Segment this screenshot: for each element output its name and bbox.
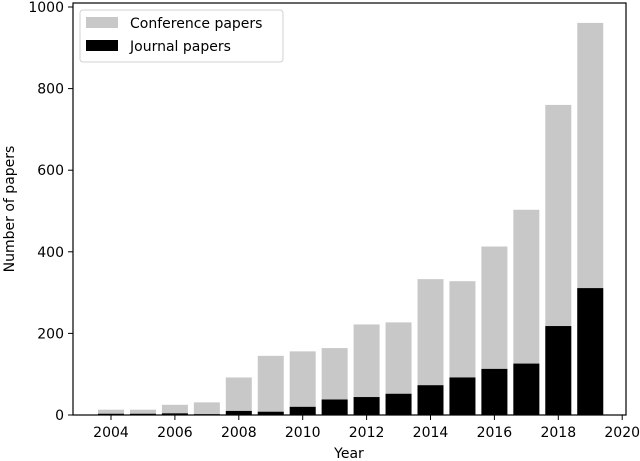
axes-frame (72, 2, 627, 416)
bar-conference-2004 (98, 409, 124, 415)
bar-journal-2011 (321, 399, 348, 415)
x-tick-label: 2012 (349, 425, 385, 441)
legend: Conference papers Journal papers (79, 9, 284, 63)
legend-box (79, 9, 284, 63)
x-tick-label: 2016 (477, 425, 513, 441)
legend-label-journal: Journal papers (129, 39, 231, 55)
x-tick-label: 2008 (221, 425, 257, 441)
legend-swatch-conference (86, 17, 118, 28)
y-tick-label: 0 (55, 408, 64, 424)
x-tick-label: 2018 (540, 425, 576, 441)
bar-journal-2008 (225, 410, 252, 415)
bar-journal-2018 (545, 326, 572, 415)
bar-journal-2013 (385, 393, 412, 415)
bar-journal-2006 (161, 413, 188, 415)
bar-journal-2010 (289, 406, 316, 415)
legend-label-conference: Conference papers (130, 16, 262, 32)
bar-journal-2015 (449, 377, 476, 415)
y-tick-label: 200 (37, 326, 64, 342)
x-tick-label: 2010 (285, 425, 321, 441)
bar-conference-2008 (225, 377, 252, 415)
x-tick-label: 2020 (604, 425, 640, 441)
bar-conference-2007 (193, 402, 220, 415)
bar-conference-2005 (129, 409, 156, 415)
bar-conference-2006 (161, 404, 188, 415)
bar-journal-2016 (481, 368, 508, 415)
bar-conference-2009 (257, 355, 284, 415)
bar-journal-2017 (513, 363, 540, 415)
y-tick-label: 1000 (28, 0, 64, 16)
y-axis-ticks: 0 200 400 600 800 1000 (28, 0, 73, 424)
x-tick-label: 2004 (93, 425, 129, 441)
y-tick-label: 400 (37, 245, 64, 261)
bars-group (98, 22, 604, 416)
y-axis-label: Number of papers (2, 146, 18, 273)
x-tick-label: 2006 (157, 425, 193, 441)
bar-journal-2009 (257, 411, 284, 415)
y-tick-label: 800 (37, 82, 64, 98)
x-tick-label: 2014 (413, 425, 449, 441)
bar-journal-2004 (98, 413, 124, 415)
bar-journal-2014 (417, 385, 444, 415)
bar-journal-2019 (577, 288, 604, 415)
bar-conference-2010 (289, 351, 316, 415)
x-axis-label: Year (333, 446, 364, 461)
y-tick-label: 600 (37, 163, 64, 179)
x-axis-ticks: 2004 2006 2008 2010 2012 2014 2016 2018 2020 (93, 415, 640, 441)
bar-journal-2012 (353, 397, 380, 415)
bar-journal-2005 (129, 413, 156, 415)
legend-swatch-journal (86, 40, 118, 51)
